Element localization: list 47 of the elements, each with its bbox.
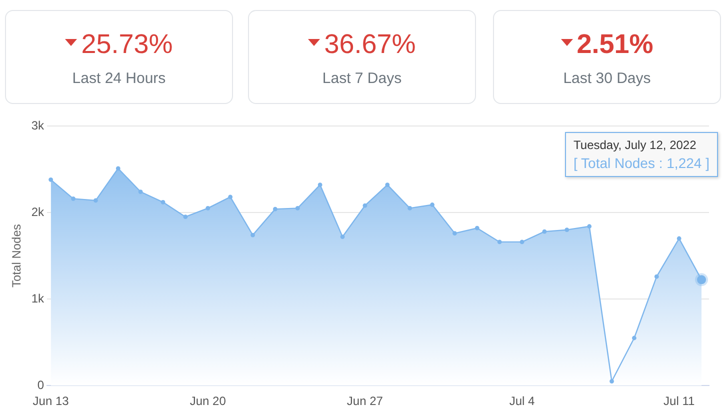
point [295,206,300,210]
y-axis-title: Total Nodes [10,224,24,288]
x-tick-label: Jul 4 [509,394,536,408]
y-tick-label: 2k [31,204,46,219]
x-tick-label: Jun 27 [346,394,384,408]
text: 25.73% [80,29,174,60]
point [228,194,233,200]
text: 2.51% [576,29,654,60]
point [138,190,143,194]
x-tick-label: Jul 11 [664,394,695,408]
point [340,234,345,239]
text: 36.67% [323,29,417,60]
text: Last 7 Days [321,70,403,87]
point [183,214,188,220]
y-tick-label: 0 [37,378,44,392]
y-tick-label: 1k [31,291,46,306]
x-tick-label: Jun 20 [190,394,226,408]
y-tick-label: 3k [31,118,46,132]
point [497,240,502,244]
point [520,240,524,244]
point [385,182,390,188]
point [250,232,255,238]
point [542,229,547,234]
point [564,228,570,232]
point [654,274,659,279]
point [610,379,614,384]
point [632,336,636,340]
point [93,198,98,203]
point [474,226,480,230]
point [160,200,166,204]
point [676,236,682,241]
point [452,231,457,236]
point [408,206,412,210]
point [362,203,368,208]
point [206,206,210,210]
text: Last 24 Hours [71,70,167,87]
x-tick-label: Jun 13 [32,394,70,408]
point [272,206,278,212]
point [318,182,322,188]
point [116,166,120,171]
point [430,202,434,207]
point [587,224,592,229]
text: Last 30 Days [562,70,652,87]
annotation: [ Total Nodes : 1,224 ] [574,155,710,171]
point [71,196,76,201]
annotation: Tuesday, July 12, 2022 [574,138,698,152]
point [48,177,54,182]
